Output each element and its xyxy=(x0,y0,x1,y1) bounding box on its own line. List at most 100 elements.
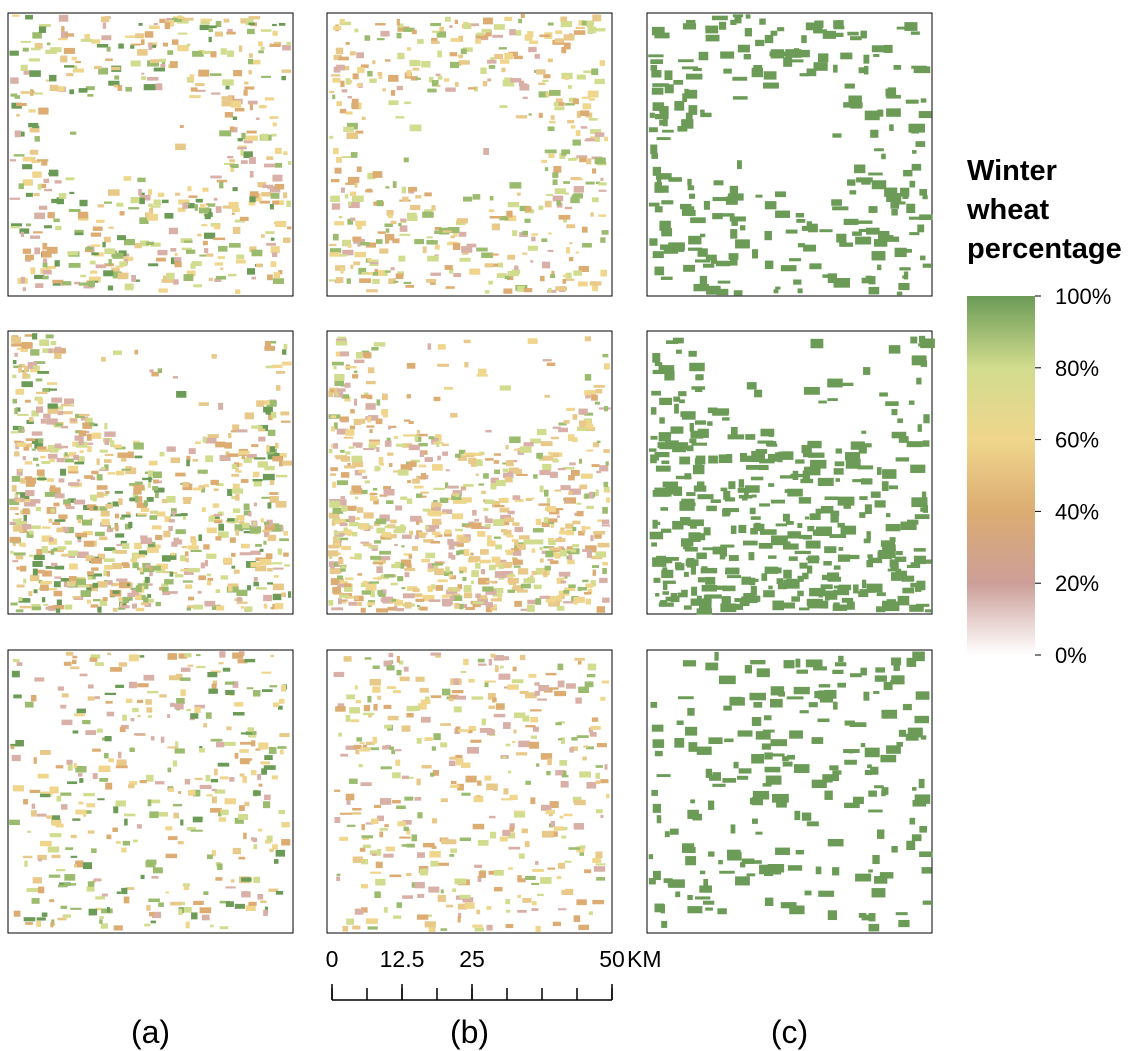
field-patch xyxy=(512,560,522,565)
field-patch xyxy=(206,794,212,796)
field-patch xyxy=(61,26,64,32)
field-patch xyxy=(14,911,21,917)
field-patch xyxy=(485,500,495,504)
field-patch xyxy=(650,436,657,440)
field-patch xyxy=(727,850,741,857)
field-patch xyxy=(193,284,202,287)
field-patch xyxy=(105,693,117,695)
field-patch xyxy=(31,695,37,701)
field-patch xyxy=(175,144,186,150)
field-patch xyxy=(366,289,378,292)
field-patch xyxy=(464,340,471,344)
field-patch xyxy=(141,76,146,80)
field-patch xyxy=(657,774,671,777)
field-patch xyxy=(39,26,46,33)
field-patch xyxy=(108,286,113,291)
field-patch xyxy=(175,574,184,577)
field-patch xyxy=(385,186,389,188)
field-patch xyxy=(263,801,270,808)
field-patch xyxy=(564,497,576,503)
field-patch xyxy=(434,568,444,575)
field-patch xyxy=(361,884,368,888)
field-patch xyxy=(498,263,503,268)
field-patch xyxy=(129,498,135,502)
field-patch xyxy=(188,195,197,198)
field-patch xyxy=(138,23,142,26)
field-patch xyxy=(835,662,846,666)
field-patch xyxy=(719,22,726,30)
field-patch xyxy=(253,877,260,883)
field-patch xyxy=(215,32,223,37)
field-patch xyxy=(15,513,19,515)
field-patch xyxy=(803,448,810,458)
field-patch xyxy=(373,562,384,564)
field-patch xyxy=(585,336,591,341)
field-patch xyxy=(708,737,722,744)
field-patch xyxy=(591,68,598,75)
field-patch xyxy=(681,590,688,593)
field-patch xyxy=(565,76,569,80)
field-patch xyxy=(689,439,696,443)
field-patch xyxy=(421,61,430,68)
field-patch xyxy=(239,805,245,811)
field-patch xyxy=(335,168,342,174)
field-patch xyxy=(206,25,217,28)
field-patch xyxy=(766,441,776,446)
field-patch xyxy=(366,918,378,923)
field-patch xyxy=(881,791,886,797)
field-patch xyxy=(537,429,546,435)
field-patch xyxy=(360,747,370,751)
field-patch xyxy=(140,780,147,783)
field-patch xyxy=(247,268,255,274)
field-patch xyxy=(87,446,92,452)
field-patch xyxy=(877,110,883,117)
field-patch xyxy=(517,878,525,882)
field-patch xyxy=(330,467,338,471)
field-patch xyxy=(220,810,228,816)
field-patch xyxy=(29,70,41,77)
field-patch xyxy=(267,186,274,189)
field-patch xyxy=(417,812,422,818)
field-patch xyxy=(750,508,756,514)
field-patch xyxy=(365,189,373,192)
field-patch xyxy=(875,500,886,507)
field-patch xyxy=(914,716,929,723)
field-patch xyxy=(507,255,515,260)
field-patch xyxy=(686,74,702,80)
field-patch xyxy=(764,231,771,240)
field-patch xyxy=(137,513,147,515)
field-patch xyxy=(456,758,463,765)
field-patch xyxy=(234,570,240,574)
field-patch xyxy=(728,434,745,439)
field-patch xyxy=(55,493,65,498)
field-patch xyxy=(149,208,153,214)
field-patch xyxy=(218,256,225,259)
field-patch xyxy=(197,234,201,237)
field-patch xyxy=(212,789,217,791)
field-patch xyxy=(441,798,448,802)
field-patch xyxy=(22,508,29,514)
field-patch xyxy=(440,723,451,726)
field-patch xyxy=(721,488,728,492)
field-patch xyxy=(881,154,886,160)
field-patch xyxy=(776,802,787,808)
field-patch xyxy=(137,700,143,703)
field-patch xyxy=(402,187,406,194)
field-patch xyxy=(186,709,191,711)
field-patch xyxy=(690,423,694,432)
field-patch xyxy=(678,696,694,699)
field-patch xyxy=(199,748,205,752)
field-patch xyxy=(922,867,932,873)
field-patch xyxy=(47,43,51,46)
field-patch xyxy=(783,57,792,67)
field-patch xyxy=(376,862,383,868)
field-patch xyxy=(216,589,220,593)
field-patch xyxy=(196,666,205,668)
field-patch xyxy=(824,791,832,800)
field-patch xyxy=(80,275,86,278)
field-patch xyxy=(378,72,382,76)
field-patch xyxy=(125,87,132,92)
field-patch xyxy=(334,366,337,369)
field-patch xyxy=(42,251,52,258)
field-patch xyxy=(538,83,545,85)
